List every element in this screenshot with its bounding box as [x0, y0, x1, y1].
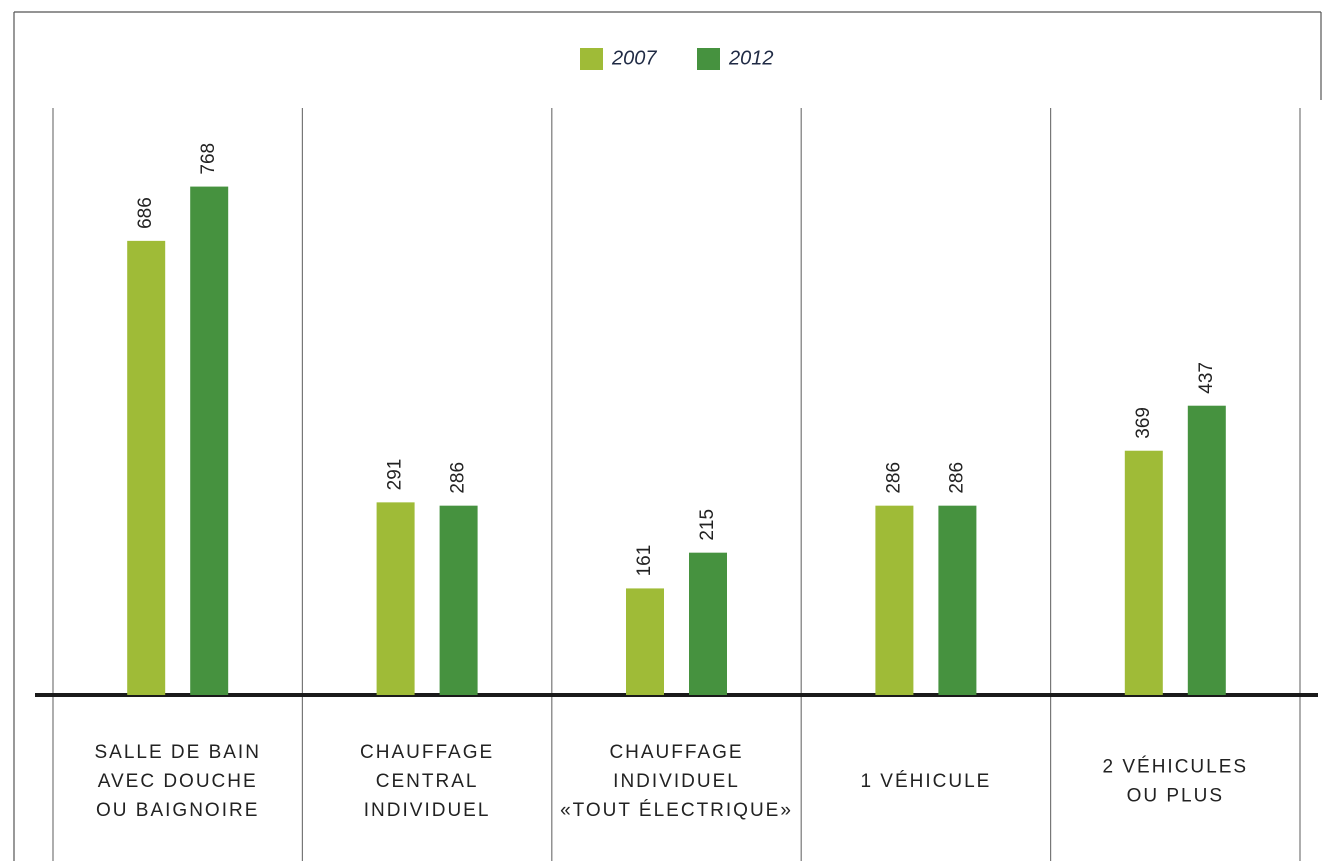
category-label: «TOUT ÉLECTRIQUE» [560, 800, 793, 821]
value-label: 286 [883, 462, 904, 494]
legend-label: 2007 [611, 47, 657, 69]
frame [13, 11, 1322, 861]
legend-swatch [697, 48, 720, 70]
value-label: 768 [198, 143, 219, 175]
value-label: 437 [1196, 362, 1217, 394]
category-label: INDIVIDUEL [364, 800, 491, 821]
category-label: CENTRAL [376, 771, 479, 792]
category-label: AVEC DOUCHE [98, 771, 258, 792]
value-label: 215 [697, 509, 718, 541]
category-label: OU BAIGNOIRE [96, 800, 259, 821]
bar [626, 588, 664, 695]
category-label: CHAUFFAGE [360, 742, 494, 763]
category-label: INDIVIDUEL [613, 771, 740, 792]
category-label: 1 VÉHICULE [860, 771, 991, 792]
value-label: 286 [946, 462, 967, 494]
bar [1124, 450, 1163, 695]
bar [938, 505, 977, 695]
bar [376, 502, 415, 695]
bar [190, 186, 229, 696]
category-label: OU PLUS [1127, 786, 1224, 807]
bar [127, 240, 166, 696]
legend-label: 2012 [728, 47, 774, 69]
value-label: 686 [135, 197, 156, 229]
bar [1187, 405, 1226, 695]
value-label: 291 [385, 459, 406, 491]
bar [875, 505, 914, 695]
value-label: 161 [634, 545, 655, 577]
value-label: 369 [1133, 407, 1154, 439]
bar [689, 552, 727, 695]
category-label: CHAUFFAGE [609, 742, 743, 763]
category-label: 2 VÉHICULES [1103, 757, 1249, 778]
legend-swatch [580, 48, 603, 70]
value-label: 286 [448, 462, 469, 494]
category-label: SALLE DE BAIN [94, 742, 260, 763]
bar [439, 505, 478, 695]
